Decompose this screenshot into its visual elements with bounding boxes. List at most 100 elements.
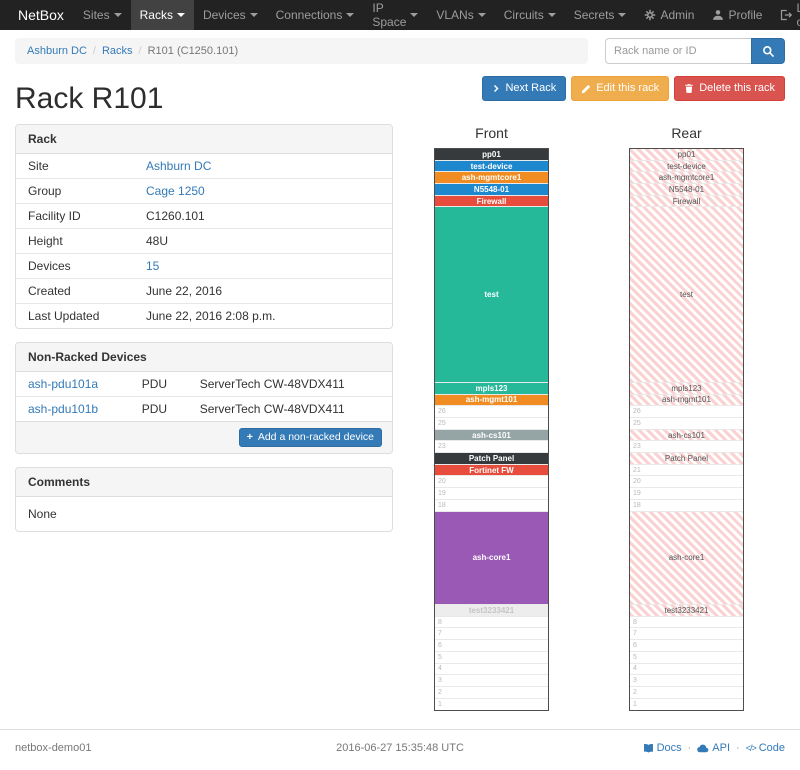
nav-item-sites[interactable]: Sites	[74, 0, 131, 30]
profile-link[interactable]: Profile	[703, 0, 771, 30]
search-input[interactable]	[605, 38, 751, 64]
rack-unit-1: 1	[633, 700, 637, 708]
admin-link[interactable]: Admin	[635, 0, 703, 30]
nav-item-label: Secrets	[573, 8, 615, 22]
docs-link[interactable]: Docs	[643, 742, 682, 754]
rack-attributes-table: Site Ashburn DC Group Cage 1250 Facility ID C…	[16, 154, 392, 328]
rack-unit-18: 18	[435, 500, 548, 512]
rack-device-ash-core1[interactable]: ash-core1	[435, 511, 548, 606]
rack-unit-18: 18	[630, 500, 743, 512]
rack-device-firewall[interactable]: Firewall	[435, 195, 548, 208]
rack-device-patch-panel[interactable]: Patch Panel	[435, 453, 548, 465]
separator-dot: ·	[687, 742, 692, 755]
rack-device-test3233421[interactable]: test3233421	[435, 605, 548, 617]
navbar-right: Admin Profile Log out	[635, 0, 800, 30]
rack-device-patch-panel[interactable]: Patch Panel	[630, 453, 743, 465]
rack-attr-row: Height 48U	[16, 228, 392, 254]
book-icon	[643, 743, 654, 754]
rack-unit-25: 25	[435, 418, 548, 430]
rack-device-mpls123[interactable]: mpls123	[435, 382, 548, 395]
rack-device-ash-mgmtcore1[interactable]: ash-mgmtcore1	[435, 172, 548, 185]
attr-value-link[interactable]: 15	[146, 259, 160, 273]
next-rack-label: Next Rack	[505, 82, 557, 94]
rack-unit-23: 23	[435, 441, 548, 454]
footer-links: Docs · API · </> Code	[528, 742, 785, 754]
rack-device-ash-cs101[interactable]: ash-cs101	[630, 429, 743, 442]
delete-rack-button[interactable]: Delete this rack	[674, 76, 785, 102]
search-button[interactable]	[751, 38, 785, 64]
breadcrumb-separator: /	[138, 45, 142, 57]
navbar-menu: Sites Racks Devices Connections IP Space VLAN…	[74, 0, 636, 30]
rack-unit-23: 23	[630, 441, 743, 454]
device-type-cell: PDU	[141, 377, 168, 391]
chevron-down-icon	[618, 13, 627, 17]
rear-rack: pp01 test-device ash-mgmtcore1 N5548-01 Fire…	[629, 148, 744, 712]
attr-value-link[interactable]: Ashburn DC	[146, 159, 212, 173]
add-non-racked-device-button[interactable]: + Add a non-racked device	[238, 428, 382, 447]
rack-device-test[interactable]: test	[435, 207, 548, 383]
api-link[interactable]: API	[697, 742, 730, 754]
chevron-down-icon	[547, 13, 556, 17]
device-name-cell: ash-pdu101a	[16, 372, 130, 397]
page-footer: netbox-demo01 2016-06-27 15:35:48 UTC Do…	[0, 729, 800, 770]
hostname: netbox-demo01	[15, 742, 92, 755]
search-icon	[762, 45, 775, 58]
rack-unit-25: 25	[630, 418, 743, 430]
nav-item-connections[interactable]: Connections	[267, 0, 364, 30]
rack-device-pp01[interactable]: pp01	[630, 149, 743, 161]
app-brand[interactable]: NetBox	[18, 7, 64, 23]
non-racked-footer: + Add a non-racked device	[16, 421, 392, 453]
nav-item-vlans[interactable]: VLANs	[427, 0, 494, 30]
rack-attr-row: Site Ashburn DC	[16, 154, 392, 179]
code-link[interactable]: </> Code	[746, 742, 785, 754]
rack-device-test-device[interactable]: test-device	[630, 160, 743, 173]
main-content: Rack Site Ashburn DC Group Cage 1250 Facilit…	[0, 124, 800, 712]
non-racked-row: ash-pdu101a PDU ServerTech CW-48VDX411	[16, 372, 392, 397]
rack-device-test[interactable]: test	[630, 207, 743, 383]
nav-item-devices[interactable]: Devices	[194, 0, 267, 30]
rack-unit-1: 1	[438, 700, 442, 708]
edit-rack-button[interactable]: Edit this rack	[571, 76, 670, 102]
rack-device-ash-mgmt101[interactable]: ash-mgmt101	[435, 394, 548, 407]
rack-actions: Next Rack Edit this rack Delete this rac…	[482, 76, 785, 102]
separator-dot: ·	[736, 742, 740, 755]
nav-item-circuits[interactable]: Circuits	[495, 0, 565, 30]
rack-device-ash-core1[interactable]: ash-core1	[630, 511, 743, 606]
rack-device-firewall[interactable]: Firewall	[630, 195, 743, 208]
attr-value: Ashburn DC	[134, 154, 392, 179]
attr-label: Site	[28, 159, 49, 173]
device-link[interactable]: ash-pdu101b	[28, 402, 99, 416]
rack-device-ash-cs101[interactable]: ash-cs101	[435, 429, 548, 442]
rack-device-n5548-01[interactable]: N5548-01	[435, 184, 548, 196]
rack-unit-5: 5	[630, 652, 743, 664]
rack-device-pp01[interactable]: pp01	[435, 149, 548, 161]
nav-item-ip-space[interactable]: IP Space	[363, 0, 427, 30]
rack-unit-7: 7	[435, 628, 548, 641]
rack-device-test3233421[interactable]: test3233421	[630, 605, 743, 617]
next-rack-button[interactable]: Next Rack	[482, 76, 567, 102]
docs-label: Docs	[656, 742, 682, 755]
logout-link[interactable]: Log out	[771, 0, 800, 30]
rack-unit-5: 5	[435, 652, 548, 664]
nav-item-label: Circuits	[503, 8, 544, 22]
breadcrumb-separator: /	[92, 45, 96, 57]
rack-device-test-device[interactable]: test-device	[435, 160, 548, 173]
attr-value: C1260.101	[134, 203, 392, 229]
device-model-cell: ServerTech CW-48VDX411	[187, 396, 392, 421]
rack-device-fortinet-fw[interactable]: Fortinet FW	[435, 464, 548, 477]
nav-item-racks[interactable]: Racks	[130, 0, 194, 30]
breadcrumb-item-ashburn-dc[interactable]: Ashburn DC	[27, 45, 87, 57]
device-link[interactable]: ash-pdu101a	[28, 377, 99, 391]
rack-device-n5548-01[interactable]: N5548-01	[630, 184, 743, 196]
rack-device-ash-mgmt101[interactable]: ash-mgmt101	[630, 394, 743, 407]
nav-item-label: IP Space	[372, 1, 407, 29]
attr-value-link[interactable]: Cage 1250	[146, 184, 205, 198]
breadcrumb-item-racks[interactable]: Racks	[101, 45, 133, 57]
logout-label: Log out	[796, 1, 800, 29]
code-icon: </>	[745, 743, 757, 754]
nav-item-secrets[interactable]: Secrets	[565, 0, 636, 30]
rack-unit-20: 20	[435, 476, 548, 489]
rack-device-mpls123[interactable]: mpls123	[630, 382, 743, 395]
rack-device-ash-mgmtcore1[interactable]: ash-mgmtcore1	[630, 172, 743, 185]
non-racked-row: ash-pdu101b PDU ServerTech CW-48VDX411	[16, 396, 392, 421]
